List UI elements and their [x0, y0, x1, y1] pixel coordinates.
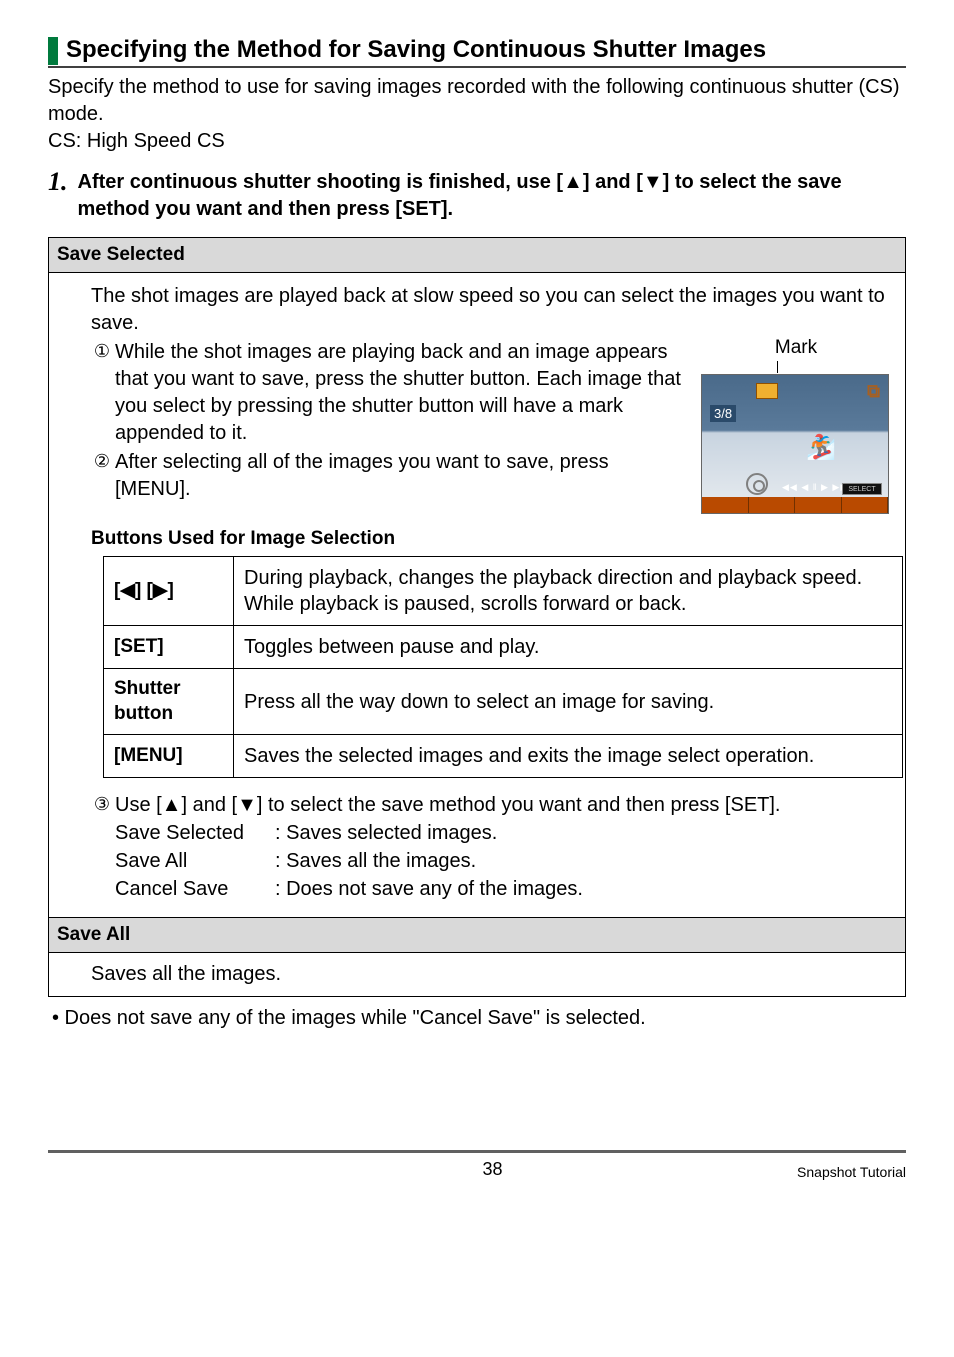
target-icon — [746, 473, 768, 495]
method-value: : Saves selected images. — [275, 819, 497, 847]
method-label: Save Selected — [115, 819, 275, 847]
buttons-table: [◀] [▶] During playback, changes the pla… — [103, 556, 903, 778]
tag-mark-icon — [756, 383, 778, 399]
circled-3-icon: ③ — [91, 792, 113, 817]
mark-label: Mark — [701, 337, 891, 359]
button-desc: During playback, changes the playback di… — [234, 557, 903, 626]
camera-thumbnail: 3/8 ⧉ 🏂 ◀◀ ◀ ‖ ▶ ▶▶ ■ SELECT — [701, 374, 889, 514]
thumbnail-column: Mark 3/8 ⧉ 🏂 ◀◀ ◀ ‖ ▶ ▶▶ ■ SELECT — [701, 337, 891, 514]
save-methods-table: Save Selected The shot images are played… — [48, 237, 906, 997]
circled-1-icon: ① — [91, 339, 113, 364]
intro-line-2: CS: High Speed CS — [48, 130, 225, 152]
mark-pointer-line — [777, 361, 778, 373]
table-row: [SET] Toggles between pause and play. — [104, 626, 903, 669]
method-select-block: ③ Use [▲] and [▼] to select the save met… — [91, 792, 891, 903]
substep-2-text: After selecting all of the images you wa… — [115, 449, 685, 503]
method-lead: Use [▲] and [▼] to select the save metho… — [115, 792, 781, 819]
table-row: Shutter button Press all the way down to… — [104, 669, 903, 735]
save-selected-body: The shot images are played back at slow … — [49, 273, 906, 918]
table-row: [MENU] Saves the selected images and exi… — [104, 735, 903, 778]
heading-accent-bar — [48, 37, 58, 65]
zoom-icon: ⧉ — [867, 381, 880, 402]
heading-text: Specifying the Method for Saving Continu… — [66, 36, 766, 64]
button-key: [SET] — [104, 626, 234, 669]
step-number: 1. — [48, 169, 68, 223]
substep-2: ② After selecting all of the images you … — [91, 449, 685, 503]
save-selected-lead: The shot images are played back at slow … — [91, 283, 891, 337]
method-label: Save All — [115, 847, 275, 875]
thumbnail-bottom-bar — [702, 497, 888, 513]
button-key: Shutter button — [104, 669, 234, 735]
method-label: Cancel Save — [115, 875, 275, 903]
skier-icon: 🏂 — [806, 433, 836, 462]
intro-block: Specify the method to use for saving ima… — [48, 74, 906, 155]
step-text: After continuous shutter shooting is fin… — [78, 169, 907, 223]
method-value: : Does not save any of the images. — [275, 875, 583, 903]
page-footer: 38 Snapshot Tutorial — [48, 1150, 906, 1210]
button-desc: Toggles between pause and play. — [234, 626, 903, 669]
method-row: Save Selected : Saves selected images. — [115, 819, 891, 847]
circled-2-icon: ② — [91, 449, 113, 474]
method-row: Cancel Save : Does not save any of the i… — [115, 875, 891, 903]
buttons-table-heading: Buttons Used for Image Selection — [91, 528, 891, 550]
save-all-header: Save All — [49, 918, 906, 953]
save-all-text: Saves all the images. — [91, 961, 891, 988]
button-desc: Press all the way down to select an imag… — [234, 669, 903, 735]
table-row: [◀] [▶] During playback, changes the pla… — [104, 557, 903, 626]
save-all-body: Saves all the images. — [49, 953, 906, 997]
select-chip: SELECT — [842, 483, 882, 495]
page-number: 38 — [188, 1159, 797, 1180]
save-selected-header: Save Selected — [49, 238, 906, 273]
section-heading: Specifying the Method for Saving Continu… — [48, 36, 906, 68]
method-row: Save All : Saves all the images. — [115, 847, 891, 875]
substep-1-text: While the shot images are playing back a… — [115, 339, 685, 447]
button-key: [◀] [▶] — [104, 557, 234, 626]
step-1: 1. After continuous shutter shooting is … — [48, 169, 906, 223]
method-value: : Saves all the images. — [275, 847, 476, 875]
intro-line-1: Specify the method to use for saving ima… — [48, 76, 900, 125]
button-desc: Saves the selected images and exits the … — [234, 735, 903, 778]
footer-label: Snapshot Tutorial — [797, 1164, 906, 1180]
cancel-save-note: • Does not save any of the images while … — [52, 1007, 906, 1030]
substep-1: ① While the shot images are playing back… — [91, 339, 685, 447]
frame-counter: 3/8 — [710, 405, 736, 422]
button-key: [MENU] — [104, 735, 234, 778]
